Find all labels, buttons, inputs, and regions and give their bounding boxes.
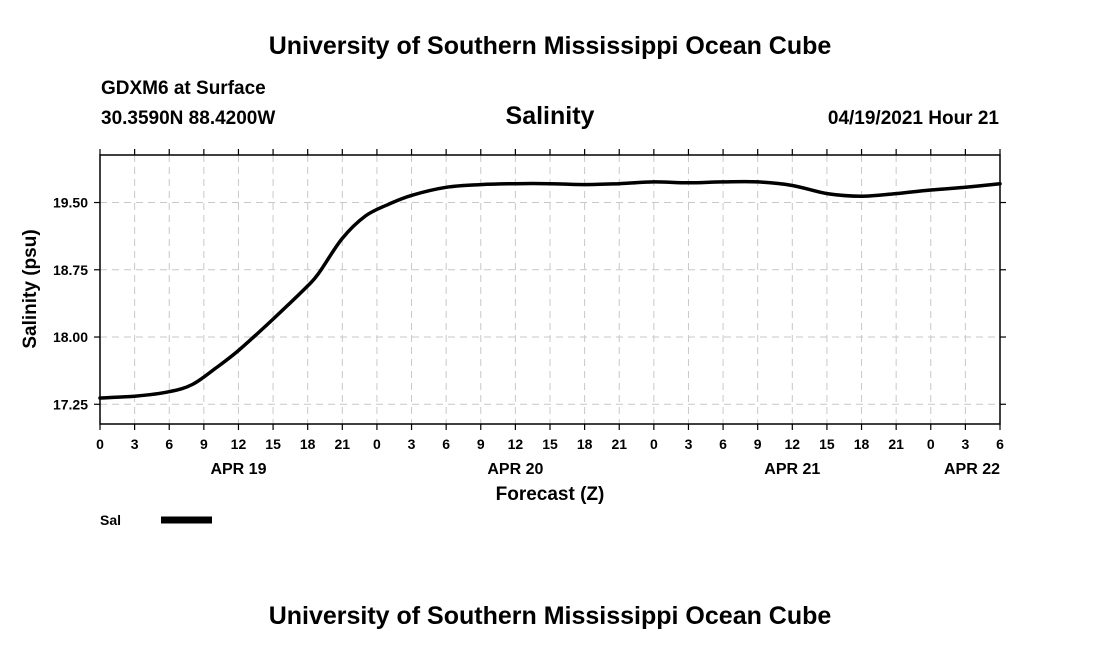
x-tick-label: 18	[854, 436, 870, 452]
ticks-layer: 0 3 6 9 12 15 18 21 0 3 6 9 12 15 18 21 0 3 6 9 12 15 18 21 0 3 6 1…	[53, 149, 1006, 478]
x-tick-label: 21	[888, 436, 904, 452]
coordinates-label: 30.3590N 88.4200W	[101, 108, 275, 129]
x-tick-label: 0	[373, 436, 381, 452]
series-line-sal	[98, 179, 1002, 400]
x-axis-label: Forecast (Z)	[496, 484, 605, 505]
x-tick-label: 21	[611, 436, 627, 452]
day-label: APR 20	[487, 461, 543, 478]
x-tick-label: 6	[442, 436, 450, 452]
x-tick-label: 9	[200, 436, 208, 452]
x-tick-label: 9	[754, 436, 762, 452]
forecast-datetime: 04/19/2021 Hour 21	[828, 108, 1000, 129]
x-tick-label: 12	[785, 436, 801, 452]
x-tick-label: 15	[542, 436, 558, 452]
x-tick-label: 12	[231, 436, 247, 452]
y-tick-label: 18.00	[53, 329, 88, 345]
series-layer	[98, 179, 1002, 400]
x-tick-label: 3	[131, 436, 139, 452]
day-label: APR 19	[210, 461, 266, 478]
x-tick-label: 12	[508, 436, 524, 452]
chart-title: Salinity	[506, 102, 595, 130]
y-tick-label: 18.75	[53, 262, 88, 278]
bottom-title: University of Southern Mississippi Ocean…	[269, 602, 832, 630]
day-label: APR 21	[764, 461, 820, 478]
x-tick-label: 15	[265, 436, 281, 452]
day-label: APR 22	[944, 461, 1000, 478]
x-tick-label: 9	[477, 436, 485, 452]
grid-layer	[100, 155, 1000, 424]
y-tick-label: 17.25	[53, 396, 88, 412]
x-tick-label: 0	[96, 436, 104, 452]
x-tick-label: 6	[719, 436, 727, 452]
y-axis-label: Salinity (psu)	[20, 229, 41, 348]
legend-label: Sal	[100, 512, 121, 528]
x-tick-label: 3	[961, 436, 969, 452]
x-tick-label: 15	[819, 436, 835, 452]
x-tick-label: 3	[408, 436, 416, 452]
x-tick-label: 21	[335, 436, 351, 452]
x-tick-label: 18	[300, 436, 316, 452]
top-title: University of Southern Mississippi Ocean…	[269, 32, 832, 60]
x-tick-label: 3	[685, 436, 693, 452]
x-tick-label: 0	[927, 436, 935, 452]
y-tick-label: 19.50	[53, 195, 88, 211]
legend: Sal	[100, 512, 212, 528]
x-tick-label: 18	[577, 436, 593, 452]
x-tick-label: 0	[650, 436, 658, 452]
x-tick-label: 6	[165, 436, 173, 452]
station-label: GDXM6 at Surface	[101, 78, 266, 99]
x-tick-label: 6	[996, 436, 1004, 452]
